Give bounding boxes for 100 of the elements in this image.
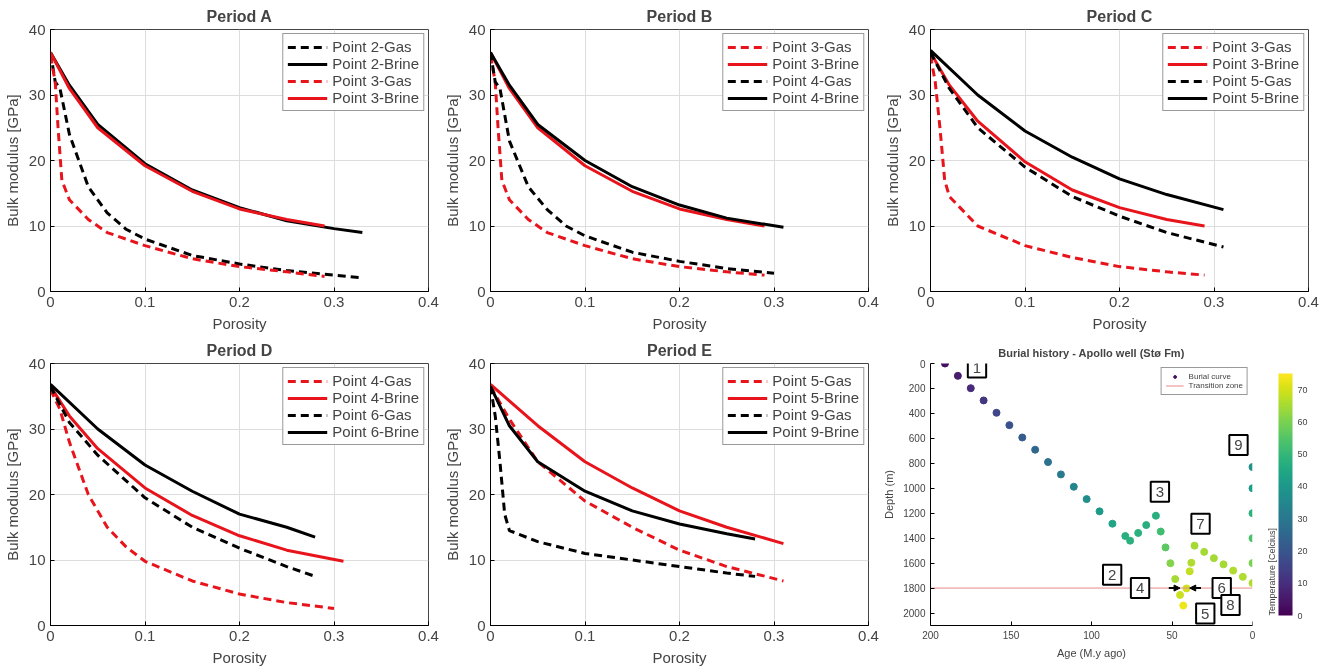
y-axis-title: Bulk modulus [GPa] — [3, 428, 21, 561]
x-tick-label: 150 — [1002, 629, 1020, 641]
x-tick-label: 0.4 — [418, 626, 439, 644]
annotation: 5 — [1201, 604, 1210, 622]
x-tick-label: 0.2 — [229, 626, 250, 644]
legend-label: Point 3-Gas — [772, 38, 852, 55]
y-tick-label: 10 — [28, 551, 46, 568]
legend-label: Point 5-Brine — [1212, 89, 1299, 106]
x-tick-label: 0.2 — [669, 626, 690, 644]
y-tick-label: 10 — [468, 551, 486, 568]
y-tick-label: 20 — [468, 485, 486, 503]
color-bar-label: 50 — [1297, 449, 1308, 460]
y-tick-label: 10 — [908, 217, 926, 234]
chart-title: Period D — [206, 341, 273, 359]
x-axis-title: Porosity — [212, 648, 268, 666]
y-tick-label: 20 — [908, 151, 926, 169]
x-tick-label: 0.4 — [418, 292, 439, 310]
x-axis-title: Porosity — [212, 314, 268, 332]
x-tick-label: 0 — [1249, 629, 1256, 641]
legend-label: Burial curve — [1188, 372, 1231, 381]
x-tick-label: 0.1 — [1014, 292, 1036, 310]
legend-label: Point 4-Brine — [332, 389, 419, 406]
y-tick-label: 1400 — [903, 533, 926, 545]
y-tick-label: 800 — [908, 458, 926, 470]
annotation: 9 — [1234, 436, 1243, 454]
x-axis-title: Porosity — [1092, 314, 1148, 332]
y-tick-label: 2000 — [903, 608, 926, 620]
y-tick-label: 400 — [908, 408, 926, 420]
chart-title: Period C — [1086, 7, 1153, 25]
y-tick-label: 20 — [28, 485, 46, 503]
legend-label: Point 6-Gas — [332, 406, 412, 423]
y-tick-label: 1600 — [903, 558, 926, 570]
x-tick-label: 100 — [1083, 629, 1101, 641]
legend-label: Point 4-Gas — [332, 372, 412, 389]
legend-label: Point 9-Brine — [772, 423, 859, 440]
y-tick-label: 40 — [28, 354, 46, 372]
annotation: 4 — [1135, 579, 1145, 597]
x-tick-label: 50 — [1166, 629, 1178, 641]
x-tick-label: 0.1 — [574, 292, 596, 310]
legend-label: Transition zone — [1188, 381, 1243, 390]
color-bar-label: 40 — [1297, 481, 1308, 492]
y-tick-label: 20 — [28, 151, 46, 169]
chart-title: Period A — [206, 7, 273, 25]
legend-label: Point 3-Brine — [1212, 55, 1299, 72]
y-tick-label: 40 — [908, 20, 926, 38]
x-axis-title: Porosity — [652, 648, 708, 666]
y-axis-title: Bulk modulus [GPa] — [443, 428, 461, 561]
x-tick-label: 0.1 — [134, 292, 156, 310]
color-bar-label: 30 — [1297, 513, 1308, 524]
y-tick-label: 0 — [919, 358, 926, 370]
y-tick-label: 40 — [468, 354, 486, 372]
y-tick-label: 30 — [28, 420, 46, 437]
legend-label: Point 3-Gas — [1212, 38, 1292, 55]
color-bar-title: Temperature [Celcius] — [1266, 527, 1277, 616]
x-tick-label: 0.3 — [1203, 292, 1225, 310]
y-axis-title: Bulk modulus [GPa] — [883, 94, 901, 227]
y-axis-title: Bulk modulus [GPa] — [3, 94, 21, 227]
x-tick-label: 0.3 — [763, 292, 785, 310]
chart-title: Period B — [646, 7, 713, 25]
y-tick-label: 1800 — [903, 583, 926, 595]
y-tick-label: 10 — [28, 217, 46, 234]
annotation: 3 — [1155, 482, 1165, 500]
y-tick-label: 30 — [468, 86, 486, 103]
x-axis-title: Age (M.y ago) — [1056, 646, 1127, 659]
x-tick-label: 0.2 — [1109, 292, 1130, 310]
y-tick-label: 10 — [468, 217, 486, 234]
legend-label: Point 9-Gas — [772, 406, 852, 423]
legend-label: Point 3-Brine — [772, 55, 859, 72]
x-tick-label: 0.1 — [134, 626, 156, 644]
legend-label: Point 6-Brine — [332, 423, 419, 440]
y-tick-label: 600 — [908, 433, 926, 445]
legend-label: Point 3-Gas — [332, 72, 412, 89]
color-bar-label: 70 — [1297, 384, 1308, 395]
x-tick-label: 0.1 — [574, 626, 596, 644]
color-bar-label: 60 — [1297, 416, 1308, 427]
legend-label: Point 5-Gas — [772, 372, 852, 389]
y-axis-title: Depth (m) — [883, 470, 896, 519]
x-tick-label: 0.3 — [763, 626, 785, 644]
x-tick-label: 0.4 — [858, 626, 879, 644]
y-tick-label: 20 — [468, 151, 486, 169]
legend-label: Point 5-Brine — [772, 389, 859, 406]
x-axis-title: Porosity — [652, 314, 708, 332]
legend-label: Point 2-Brine — [332, 55, 419, 72]
x-tick-label: 0.4 — [858, 292, 879, 310]
y-tick-label: 200 — [908, 383, 926, 395]
x-tick-label: 0.2 — [669, 292, 690, 310]
legend-label: Point 4-Gas — [772, 72, 852, 89]
y-tick-label: 30 — [468, 420, 486, 437]
color-bar-label: 20 — [1297, 545, 1308, 556]
y-tick-label: 1200 — [903, 508, 926, 520]
color-bar-label: 0 — [1297, 610, 1303, 621]
x-tick-label: 0.3 — [323, 626, 345, 644]
x-tick-label: 0.3 — [323, 292, 345, 310]
legend-label: Point 2-Gas — [332, 38, 412, 55]
y-axis-title: Bulk modulus [GPa] — [443, 94, 461, 227]
legend-label: Point 5-Gas — [1212, 72, 1292, 89]
y-tick-label: 30 — [908, 86, 926, 103]
chart-title: Burial history - Apollo well (Stø Fm) — [998, 346, 1185, 359]
legend-label: Point 4-Brine — [772, 89, 859, 106]
color-bar-label: 10 — [1297, 578, 1308, 589]
